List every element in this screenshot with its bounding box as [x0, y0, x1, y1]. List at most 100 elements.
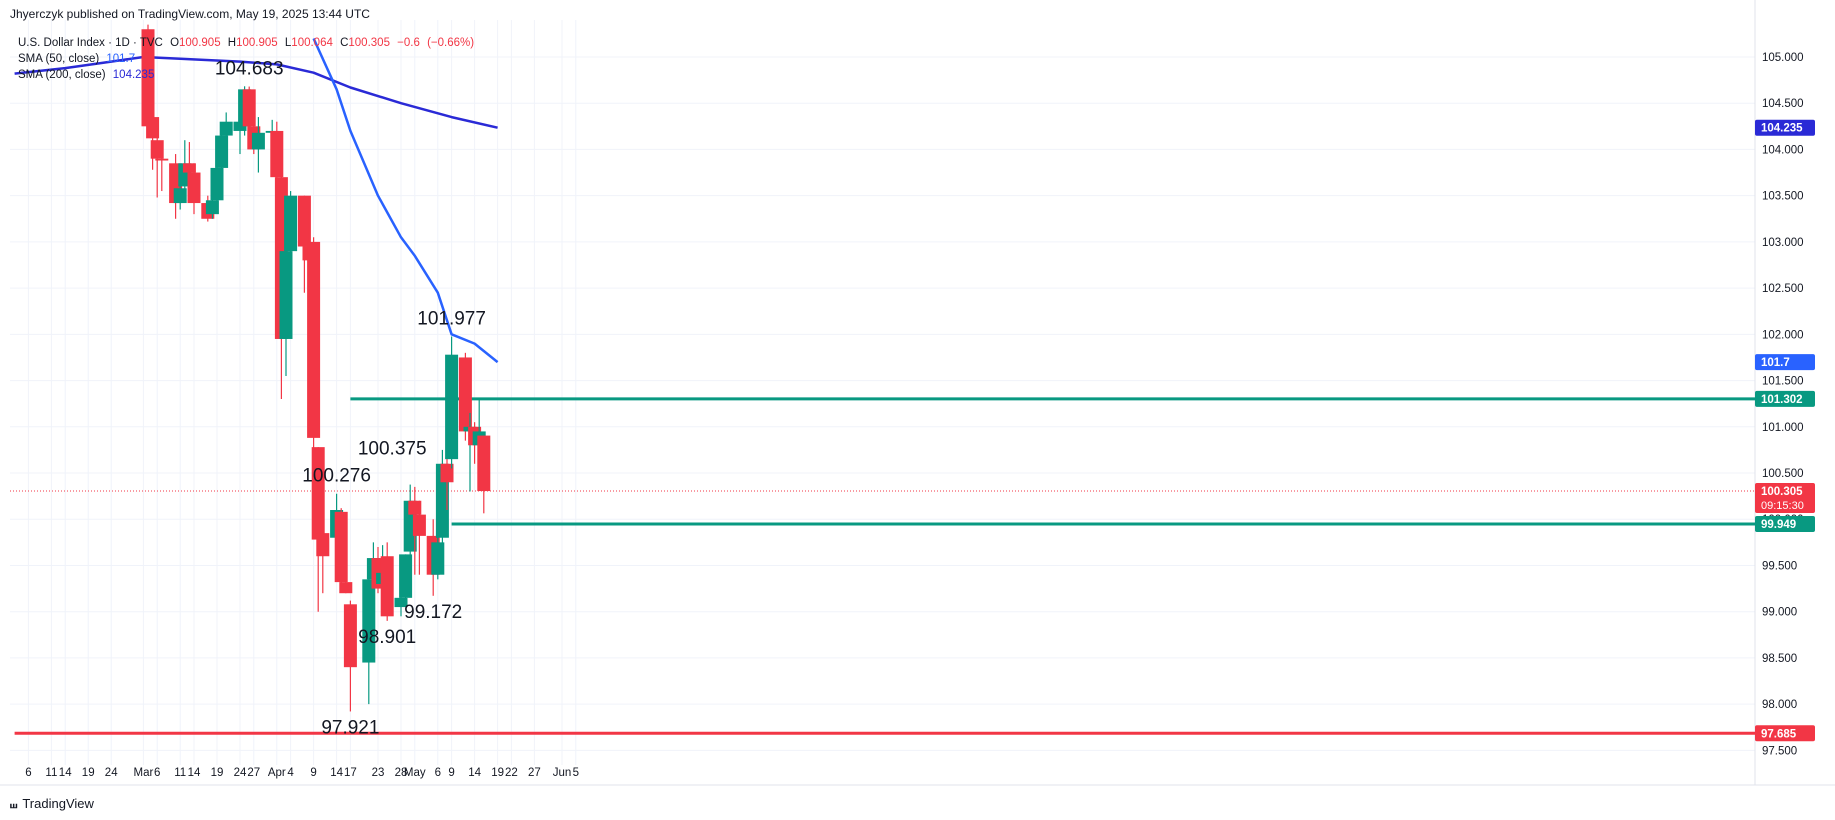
candle-body-up	[205, 200, 219, 215]
price-tag-label: 104.235	[1761, 123, 1803, 135]
ohlc-low: L100.064	[284, 37, 333, 49]
price-tag-label: 101.302	[1761, 394, 1803, 406]
price-annotation: 98.901	[358, 627, 416, 648]
time-axis-label: 6	[435, 767, 441, 779]
candle-body-down	[155, 158, 169, 161]
candle-body-up	[399, 554, 413, 598]
candle-body-up	[362, 579, 376, 663]
candle-body-down	[146, 117, 160, 139]
price-axis-label: 101.000	[1762, 422, 1804, 434]
price-tag-label: 99.949	[1761, 519, 1796, 531]
time-axis-label: 14	[468, 767, 481, 779]
time-axis-label: 5	[573, 767, 579, 779]
sma200-line	[14, 55, 498, 129]
price-change: −0.6	[397, 37, 420, 49]
price-annotation: 97.921	[321, 717, 379, 738]
candle-body-down	[408, 500, 422, 515]
time-axis-label: 28	[395, 767, 408, 779]
sma50-line	[312, 37, 499, 364]
candle-body-down	[380, 556, 394, 617]
time-axis-label: 19	[491, 767, 504, 779]
time-axis-label: 24	[234, 767, 247, 779]
time-axis-label: 9	[310, 767, 316, 779]
legend-sma200-row[interactable]: SMA (200, close) 104.235	[18, 67, 474, 83]
price-tag-label: 100.305	[1761, 486, 1803, 498]
candle-body-down	[316, 533, 330, 557]
time-axis-label: 11	[174, 767, 186, 779]
candle-body-down	[141, 29, 155, 127]
time-axis-label: 19	[82, 767, 95, 779]
symbol-title: U.S. Dollar Index · 1D · TVC	[18, 37, 163, 49]
price-tag	[1755, 354, 1815, 371]
time-axis-label: 27	[528, 767, 541, 779]
time-axis-label: 24	[105, 767, 118, 779]
candle-body-down	[458, 357, 472, 432]
ohlc-high: H100.905	[227, 37, 278, 49]
candle-body-down	[339, 582, 353, 594]
candle-body-up	[251, 132, 265, 150]
sma50-value: 101.7	[106, 53, 136, 65]
legend-sma50-row[interactable]: SMA (50, close) 101.7	[18, 51, 474, 67]
price-axis-label: 104.000	[1762, 144, 1804, 156]
legend-symbol-row[interactable]: U.S. Dollar Index · 1D · TVC O100.905 H1…	[18, 35, 474, 51]
price-axis-label: 98.000	[1762, 699, 1797, 711]
tradingview-logo-icon: ⧢	[10, 795, 17, 811]
ohlc-close: C100.305	[340, 37, 390, 49]
candle-body-down	[182, 163, 196, 173]
price-axis-label: 103.500	[1762, 191, 1804, 203]
price-axis-label: 104.500	[1762, 98, 1804, 110]
candle-body-down	[334, 511, 348, 583]
price-axis-label: 103.000	[1762, 237, 1804, 249]
brand-name: TradingView	[22, 796, 94, 811]
time-axis-label: May	[404, 767, 426, 779]
chart-legend: U.S. Dollar Index · 1D · TVC O100.905 H1…	[18, 35, 474, 83]
time-axis-label: 27	[247, 767, 260, 779]
time-axis-label: 6	[25, 767, 31, 779]
candle-body-up	[173, 188, 187, 204]
candle-body-down	[307, 241, 321, 438]
candle-body-up	[431, 542, 445, 575]
candle-body-down	[311, 447, 325, 540]
time-axis-label: 14	[59, 767, 72, 779]
candle-body-down	[412, 514, 426, 536]
candle-body-up	[219, 121, 233, 136]
candle-body-down	[150, 140, 164, 159]
time-axis-label: 23	[372, 767, 385, 779]
candle-body-up	[210, 167, 224, 201]
time-axis-label: 19	[211, 767, 224, 779]
sma200-value: 104.235	[112, 69, 155, 81]
time-axis-label: 22	[505, 767, 518, 779]
price-tag	[1755, 483, 1815, 514]
price-tag-countdown: 09:15:30	[1761, 500, 1804, 512]
candle-body-down	[343, 604, 357, 668]
price-tag	[1755, 725, 1815, 742]
time-axis-label: Jun	[553, 767, 572, 779]
ohlc-open: O100.905	[170, 37, 221, 49]
price-axis-label: 98.500	[1762, 653, 1797, 665]
price-annotation: 99.172	[404, 602, 462, 623]
sma50-label: SMA (50, close)	[18, 53, 100, 65]
tradingview-brand[interactable]: ⧢ TradingView	[10, 795, 94, 812]
price-axis-label: 105.000	[1762, 52, 1804, 64]
price-annotation: 101.977	[417, 308, 486, 329]
time-axis-label: 14	[330, 767, 343, 779]
price-annotation: 100.375	[358, 439, 427, 460]
price-change-pct: (−0.66%)	[427, 37, 475, 49]
price-annotation: 104.683	[215, 58, 284, 79]
publisher-line: Jhyerczyk published on TradingView.com, …	[10, 7, 370, 21]
price-axis-label: 99.500	[1762, 560, 1797, 572]
price-tag	[1755, 390, 1815, 407]
candle-body-down	[440, 463, 454, 483]
time-axis-label: 11	[45, 767, 57, 779]
sma200-label: SMA (200, close)	[18, 69, 106, 81]
time-axis-label: Apr	[268, 767, 286, 779]
price-axis-label: 97.500	[1762, 745, 1797, 757]
price-tag-label: 97.685	[1761, 728, 1797, 740]
time-axis-label: 6	[154, 767, 160, 779]
price-axis-label: 99.000	[1762, 607, 1797, 619]
candle-body-up	[284, 195, 298, 252]
time-axis-label: Mar	[133, 767, 153, 779]
candle-body-up	[279, 251, 293, 339]
candle-body-down	[187, 172, 201, 204]
